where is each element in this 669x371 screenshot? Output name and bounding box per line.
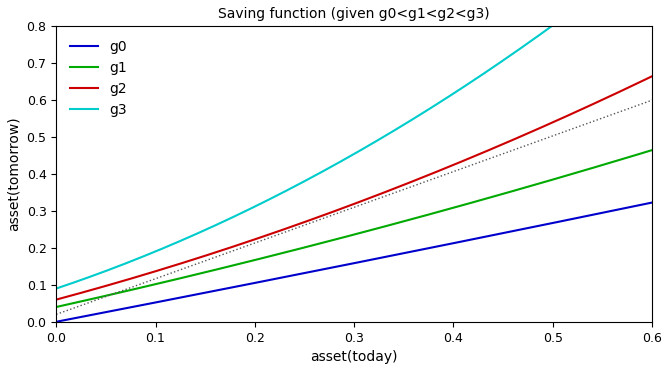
- g2: [52, 298, 60, 302]
- Line: g0: g0: [56, 203, 652, 322]
- g1: [335, 236, 343, 241]
- g2: [634, 81, 642, 85]
- g3: [52, 286, 60, 291]
- g3: [339, 158, 347, 162]
- g2: [648, 74, 656, 78]
- g1: [407, 217, 415, 221]
- Legend: g0, g1, g2, g3: g0, g1, g2, g3: [63, 33, 134, 124]
- g3: [375, 138, 383, 142]
- g0: [634, 203, 642, 208]
- g3: [541, 29, 549, 33]
- g0: [541, 222, 549, 227]
- g1: [648, 148, 656, 152]
- Line: g1: g1: [56, 150, 652, 307]
- g2: [541, 124, 549, 128]
- g1: [52, 305, 60, 309]
- g3: [407, 118, 415, 122]
- g2: [375, 192, 383, 197]
- g0: [648, 200, 656, 205]
- g0: [339, 263, 347, 267]
- Title: Saving function (given g0<g1<g2<g3): Saving function (given g0<g1<g2<g3): [218, 7, 490, 21]
- Line: g3: g3: [56, 0, 652, 289]
- g2: [407, 180, 415, 184]
- g2: [335, 207, 343, 211]
- Line: g2: g2: [56, 76, 652, 300]
- g1: [634, 152, 642, 157]
- g1: [541, 180, 549, 184]
- g0: [375, 256, 383, 260]
- Y-axis label: asset(tomorrow): asset(tomorrow): [7, 117, 21, 232]
- g0: [407, 250, 415, 254]
- g0: [335, 264, 343, 268]
- g2: [339, 206, 347, 210]
- X-axis label: asset(today): asset(today): [310, 350, 398, 364]
- g1: [375, 226, 383, 230]
- g3: [335, 160, 343, 164]
- g0: [52, 319, 60, 324]
- g1: [339, 235, 347, 240]
